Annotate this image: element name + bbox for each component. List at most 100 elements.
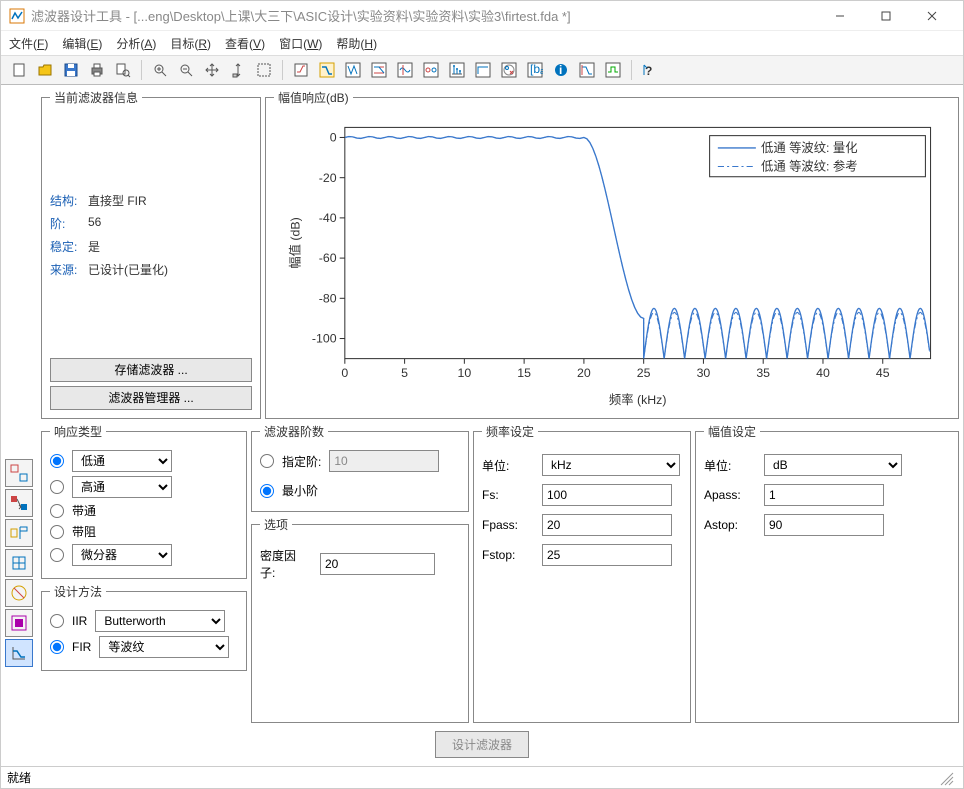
- method-legend: 设计方法: [50, 583, 106, 600]
- filter-info-legend: 当前滤波器信息: [50, 89, 142, 106]
- iir-select[interactable]: Butterworth: [95, 610, 225, 632]
- menu-edit[interactable]: 编辑(E): [62, 35, 102, 52]
- menu-analyze[interactable]: 分析(A): [116, 35, 156, 52]
- print-icon[interactable]: [85, 58, 109, 82]
- svg-text:?: ?: [645, 64, 652, 78]
- radio-lowpass[interactable]: [50, 454, 64, 468]
- freq-legend: 频率设定: [482, 423, 538, 440]
- frequency-panel: 频率设定 单位:kHz Fs: Fpass: Fstop:: [473, 423, 691, 723]
- status-text: 就绪: [7, 769, 31, 786]
- round-icon[interactable]: [601, 58, 625, 82]
- svg-text:5: 5: [401, 366, 408, 380]
- radio-bandpass[interactable]: [50, 504, 64, 518]
- open-icon[interactable]: [33, 58, 57, 82]
- menu-file[interactable]: 文件(F): [9, 35, 48, 52]
- group-delay-icon[interactable]: [393, 58, 417, 82]
- freq-unit-select[interactable]: kHz: [542, 454, 680, 476]
- svg-text:35: 35: [756, 366, 770, 380]
- maximize-button[interactable]: [863, 1, 909, 31]
- svg-text:0: 0: [330, 131, 337, 145]
- phase-delay-icon[interactable]: [419, 58, 443, 82]
- freq-unit-label: 单位:: [482, 457, 532, 474]
- store-filter-button[interactable]: 存储滤波器 ...: [50, 358, 252, 382]
- svg-text:15: 15: [517, 366, 531, 380]
- toolbar: [bₐ] i ?: [1, 55, 963, 85]
- svg-text:0: 0: [341, 366, 348, 380]
- fs-input[interactable]: [542, 484, 672, 506]
- radio-iir[interactable]: [50, 614, 64, 628]
- menu-help[interactable]: 帮助(H): [336, 35, 377, 52]
- coeffs-icon[interactable]: [bₐ]: [523, 58, 547, 82]
- side-btn-5[interactable]: [5, 579, 33, 607]
- radio-diff[interactable]: [50, 548, 64, 562]
- mag-spec-icon[interactable]: [575, 58, 599, 82]
- side-toolbar-spacer: [5, 89, 37, 419]
- menu-target[interactable]: 目标(R): [170, 35, 211, 52]
- fir-select[interactable]: 等波纹: [99, 636, 229, 658]
- min-order-label: 最小阶: [282, 482, 318, 499]
- radio-highpass[interactable]: [50, 480, 64, 494]
- resize-grip-icon[interactable]: [937, 769, 957, 787]
- source-label: 来源:: [50, 261, 88, 278]
- apass-input[interactable]: [764, 484, 884, 506]
- menu-view[interactable]: 查看(V): [225, 35, 265, 52]
- step-icon[interactable]: [471, 58, 495, 82]
- zoom-y-icon[interactable]: [226, 58, 250, 82]
- radio-fir[interactable]: [50, 640, 64, 654]
- mag-response-icon[interactable]: [315, 58, 339, 82]
- radio-min-order[interactable]: [260, 484, 274, 498]
- density-input[interactable]: [320, 553, 435, 575]
- astop-label: Astop:: [704, 518, 754, 532]
- svg-text:20: 20: [577, 366, 591, 380]
- zoom-out-icon[interactable]: [174, 58, 198, 82]
- impulse-icon[interactable]: [445, 58, 469, 82]
- svg-text:-60: -60: [319, 251, 337, 265]
- pan-icon[interactable]: [200, 58, 224, 82]
- chart-container[interactable]: 0510152025303540450-20-40-60-80-100频率 (k…: [274, 112, 950, 410]
- fpass-input[interactable]: [542, 514, 672, 536]
- filter-manager-button[interactable]: 滤波器管理器 ...: [50, 386, 252, 410]
- side-btn-6[interactable]: [5, 609, 33, 637]
- design-filter-button[interactable]: 设计滤波器: [435, 731, 529, 758]
- mag-unit-select[interactable]: dB: [764, 454, 902, 476]
- zoom-box-icon[interactable]: [252, 58, 276, 82]
- help-icon[interactable]: ?: [638, 58, 662, 82]
- minimize-button[interactable]: [817, 1, 863, 31]
- radio-specify-order[interactable]: [260, 454, 274, 468]
- radio-bandstop[interactable]: [50, 525, 64, 539]
- options-panel: 选项 密度因子:: [251, 516, 469, 723]
- fstop-input[interactable]: [542, 544, 672, 566]
- iir-label: IIR: [72, 614, 87, 628]
- filter-specs-icon[interactable]: [289, 58, 313, 82]
- side-btn-3[interactable]: [5, 519, 33, 547]
- specify-order-input: [329, 450, 439, 472]
- side-btn-1[interactable]: [5, 459, 33, 487]
- density-label: 密度因子:: [260, 547, 310, 581]
- diff-select[interactable]: 微分器: [72, 544, 172, 566]
- save-icon[interactable]: [59, 58, 83, 82]
- side-btn-7[interactable]: [5, 639, 33, 667]
- svg-text:低通 等波纹: 量化: 低通 等波纹: 量化: [761, 140, 858, 155]
- bandstop-label: 带阻: [72, 523, 96, 540]
- response-type-panel: 响应类型 低通 高通 带通 带阻 微分器: [41, 423, 247, 579]
- order-legend: 滤波器阶数: [260, 423, 328, 440]
- print-preview-icon[interactable]: [111, 58, 135, 82]
- magnitude-panel: 幅值设定 单位:dB Apass: Astop:: [695, 423, 959, 723]
- magnitude-response-panel: 幅值响应(dB) 0510152025303540450-20-40-60-80…: [265, 89, 959, 419]
- mag-legend: 幅值设定: [704, 423, 760, 440]
- side-btn-4[interactable]: [5, 549, 33, 577]
- fpass-label: Fpass:: [482, 518, 532, 532]
- zoom-in-icon[interactable]: [148, 58, 172, 82]
- highpass-select[interactable]: 高通: [72, 476, 172, 498]
- lowpass-select[interactable]: 低通: [72, 450, 172, 472]
- astop-input[interactable]: [764, 514, 884, 536]
- pole-zero-icon[interactable]: [497, 58, 521, 82]
- svg-text:45: 45: [876, 366, 890, 380]
- menu-window[interactable]: 窗口(W): [279, 35, 322, 52]
- side-btn-2[interactable]: [5, 489, 33, 517]
- info-icon[interactable]: i: [549, 58, 573, 82]
- close-button[interactable]: [909, 1, 955, 31]
- mag-phase-icon[interactable]: [367, 58, 391, 82]
- new-icon[interactable]: [7, 58, 31, 82]
- phase-response-icon[interactable]: [341, 58, 365, 82]
